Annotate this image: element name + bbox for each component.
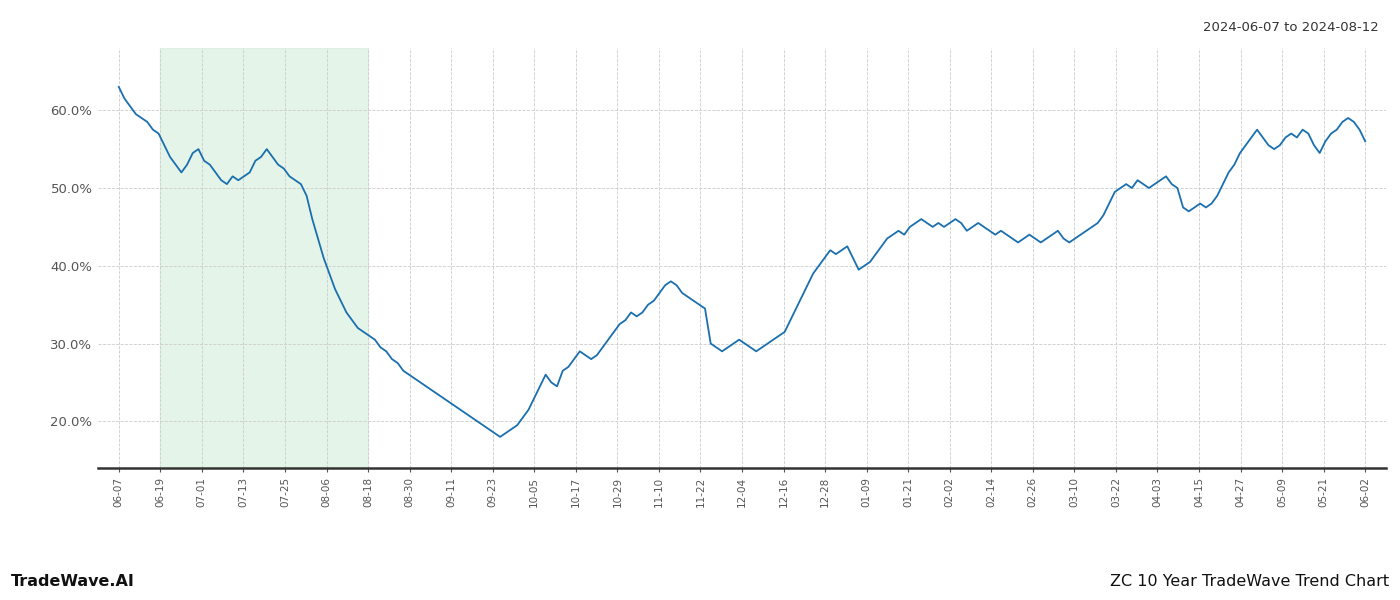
Text: ZC 10 Year TradeWave Trend Chart: ZC 10 Year TradeWave Trend Chart [1110, 574, 1389, 589]
Text: TradeWave.AI: TradeWave.AI [11, 574, 134, 589]
Text: 2024-06-07 to 2024-08-12: 2024-06-07 to 2024-08-12 [1203, 21, 1379, 34]
Bar [161, 48, 368, 468]
